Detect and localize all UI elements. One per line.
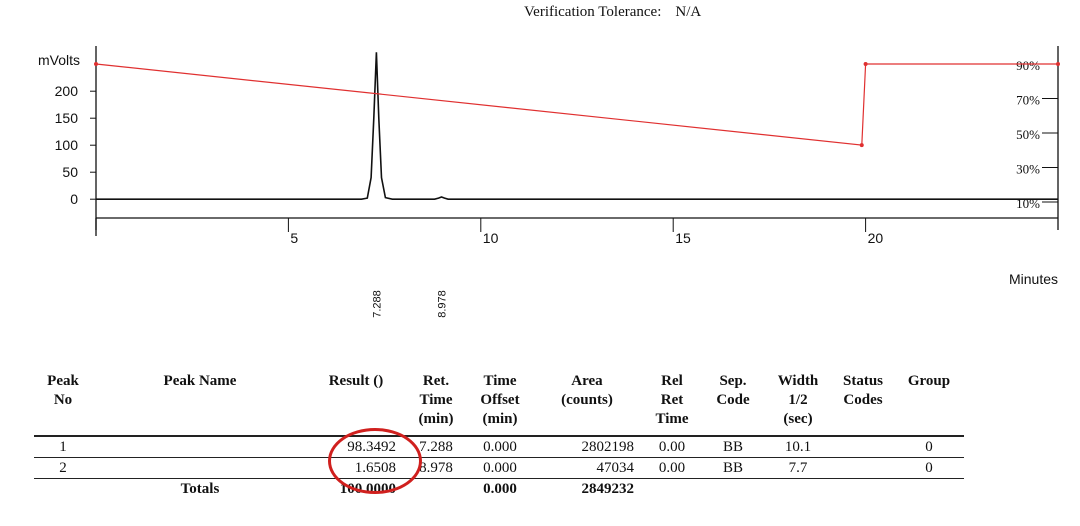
table-cell: 2802198 xyxy=(532,436,642,458)
totals-cell: 0.000 xyxy=(483,480,517,497)
column-header: Ret. Time (min) xyxy=(404,372,468,437)
peak-retention-label: 8.978 xyxy=(436,290,448,318)
table-cell: 0 xyxy=(894,436,964,458)
x-axis-label: Minutes xyxy=(1009,271,1058,287)
table-cell: 0 xyxy=(894,457,964,479)
table-cell: 0.000 xyxy=(468,457,532,479)
table-cell: 7.288 xyxy=(404,436,468,458)
tolerance-value: N/A xyxy=(675,4,702,20)
x-tick-label: 15 xyxy=(675,230,691,246)
x-tick-label: 20 xyxy=(868,230,884,246)
column-header: Peak No xyxy=(34,372,92,437)
right-tick-label: 70% xyxy=(1016,93,1040,108)
table-cell xyxy=(832,457,894,479)
table-cell: 8.978 xyxy=(404,457,468,479)
table-cell: 0.00 xyxy=(642,457,702,479)
right-tick-label: 10% xyxy=(1016,196,1040,211)
column-header: Sep. Code xyxy=(702,372,764,437)
verification-tolerance: Verification Tolerance: N/A xyxy=(524,4,701,21)
right-tick-label: 30% xyxy=(1016,162,1040,177)
table-cell xyxy=(92,457,308,479)
column-header: Peak Name xyxy=(92,372,308,437)
y-tick-label: 50 xyxy=(62,164,78,180)
table-cell: 1 xyxy=(34,436,92,458)
tolerance-label: Verification Tolerance: xyxy=(524,4,662,20)
totals-cell xyxy=(702,479,764,500)
table-cell: 0.000 xyxy=(468,436,532,458)
totals-cell: Totals xyxy=(180,480,220,497)
table-cell: BB xyxy=(702,457,764,479)
peak-results-table: Peak No Peak Name Result () Ret. Time (min) Tim… xyxy=(34,372,964,499)
totals-cell xyxy=(894,479,964,500)
chart-labels: 7.288 8.978 xyxy=(371,290,448,318)
column-header: Rel Ret Time xyxy=(642,372,702,437)
detector-signal-line xyxy=(96,52,1058,200)
y-tick-label: 200 xyxy=(55,83,79,99)
table-cell: BB xyxy=(702,436,764,458)
table-cell: 10.1 xyxy=(764,436,832,458)
right-tick-label: 50% xyxy=(1016,127,1040,142)
chromatogram-chart: 0 50 100 150 200 mVolts 5 10 15 20 Minutes 90% 70% 50… xyxy=(38,46,1060,318)
table-cell: 47034 xyxy=(532,457,642,479)
totals-cell xyxy=(34,479,92,500)
column-header: Width 1/2 (sec) xyxy=(764,372,832,437)
table-cell xyxy=(92,436,308,458)
chart-axes: 0 50 100 150 200 mVolts 5 10 15 20 Minutes 90% 70% 50… xyxy=(38,46,1059,287)
gradient-point xyxy=(863,62,868,66)
x-tick-label: 10 xyxy=(483,230,499,246)
y-axis-label: mVolts xyxy=(38,52,80,68)
gradient-line xyxy=(95,63,1058,146)
gradient-point xyxy=(94,62,98,66)
chart-series xyxy=(94,52,1060,200)
gradient-point xyxy=(1056,62,1060,66)
column-header: Group xyxy=(894,372,964,437)
y-tick-label: 150 xyxy=(55,110,79,126)
totals-cell: 100.0000 xyxy=(339,480,396,497)
table-cell: 1.6508 xyxy=(308,457,404,479)
totals-cell xyxy=(404,479,468,500)
table-cell: 0.00 xyxy=(642,436,702,458)
totals-cell xyxy=(642,479,702,500)
x-tick-label: 5 xyxy=(290,230,298,246)
totals-cell: 2849232 xyxy=(581,480,635,497)
column-header: Time Offset (min) xyxy=(468,372,532,437)
column-header: Result () xyxy=(308,372,404,437)
peak-retention-label: 7.288 xyxy=(371,290,383,318)
gradient-point xyxy=(859,143,864,148)
column-header: Status Codes xyxy=(832,372,894,437)
right-tick-label: 90% xyxy=(1016,58,1040,73)
totals-cell xyxy=(832,479,894,500)
table-header-row: Peak No Peak Name Result () Ret. Time (min) Tim… xyxy=(34,372,964,437)
table-row: 2 1.6508 8.978 0.000 47034 0.00 BB 7.7 0 xyxy=(34,457,964,479)
y-tick-label: 0 xyxy=(70,191,78,207)
table-cell: 2 xyxy=(34,457,92,479)
y-tick-label: 100 xyxy=(55,137,79,153)
totals-row: Totals 100.0000 0.000 2849232 xyxy=(34,479,964,500)
totals-cell xyxy=(764,479,832,500)
table-cell xyxy=(832,436,894,458)
column-header: Area (counts) xyxy=(532,372,642,437)
table-cell: 98.3492 xyxy=(308,436,404,458)
table-row: 1 98.3492 7.288 0.000 2802198 0.00 BB 10.1 0 xyxy=(34,436,964,458)
table-cell: 7.7 xyxy=(764,457,832,479)
